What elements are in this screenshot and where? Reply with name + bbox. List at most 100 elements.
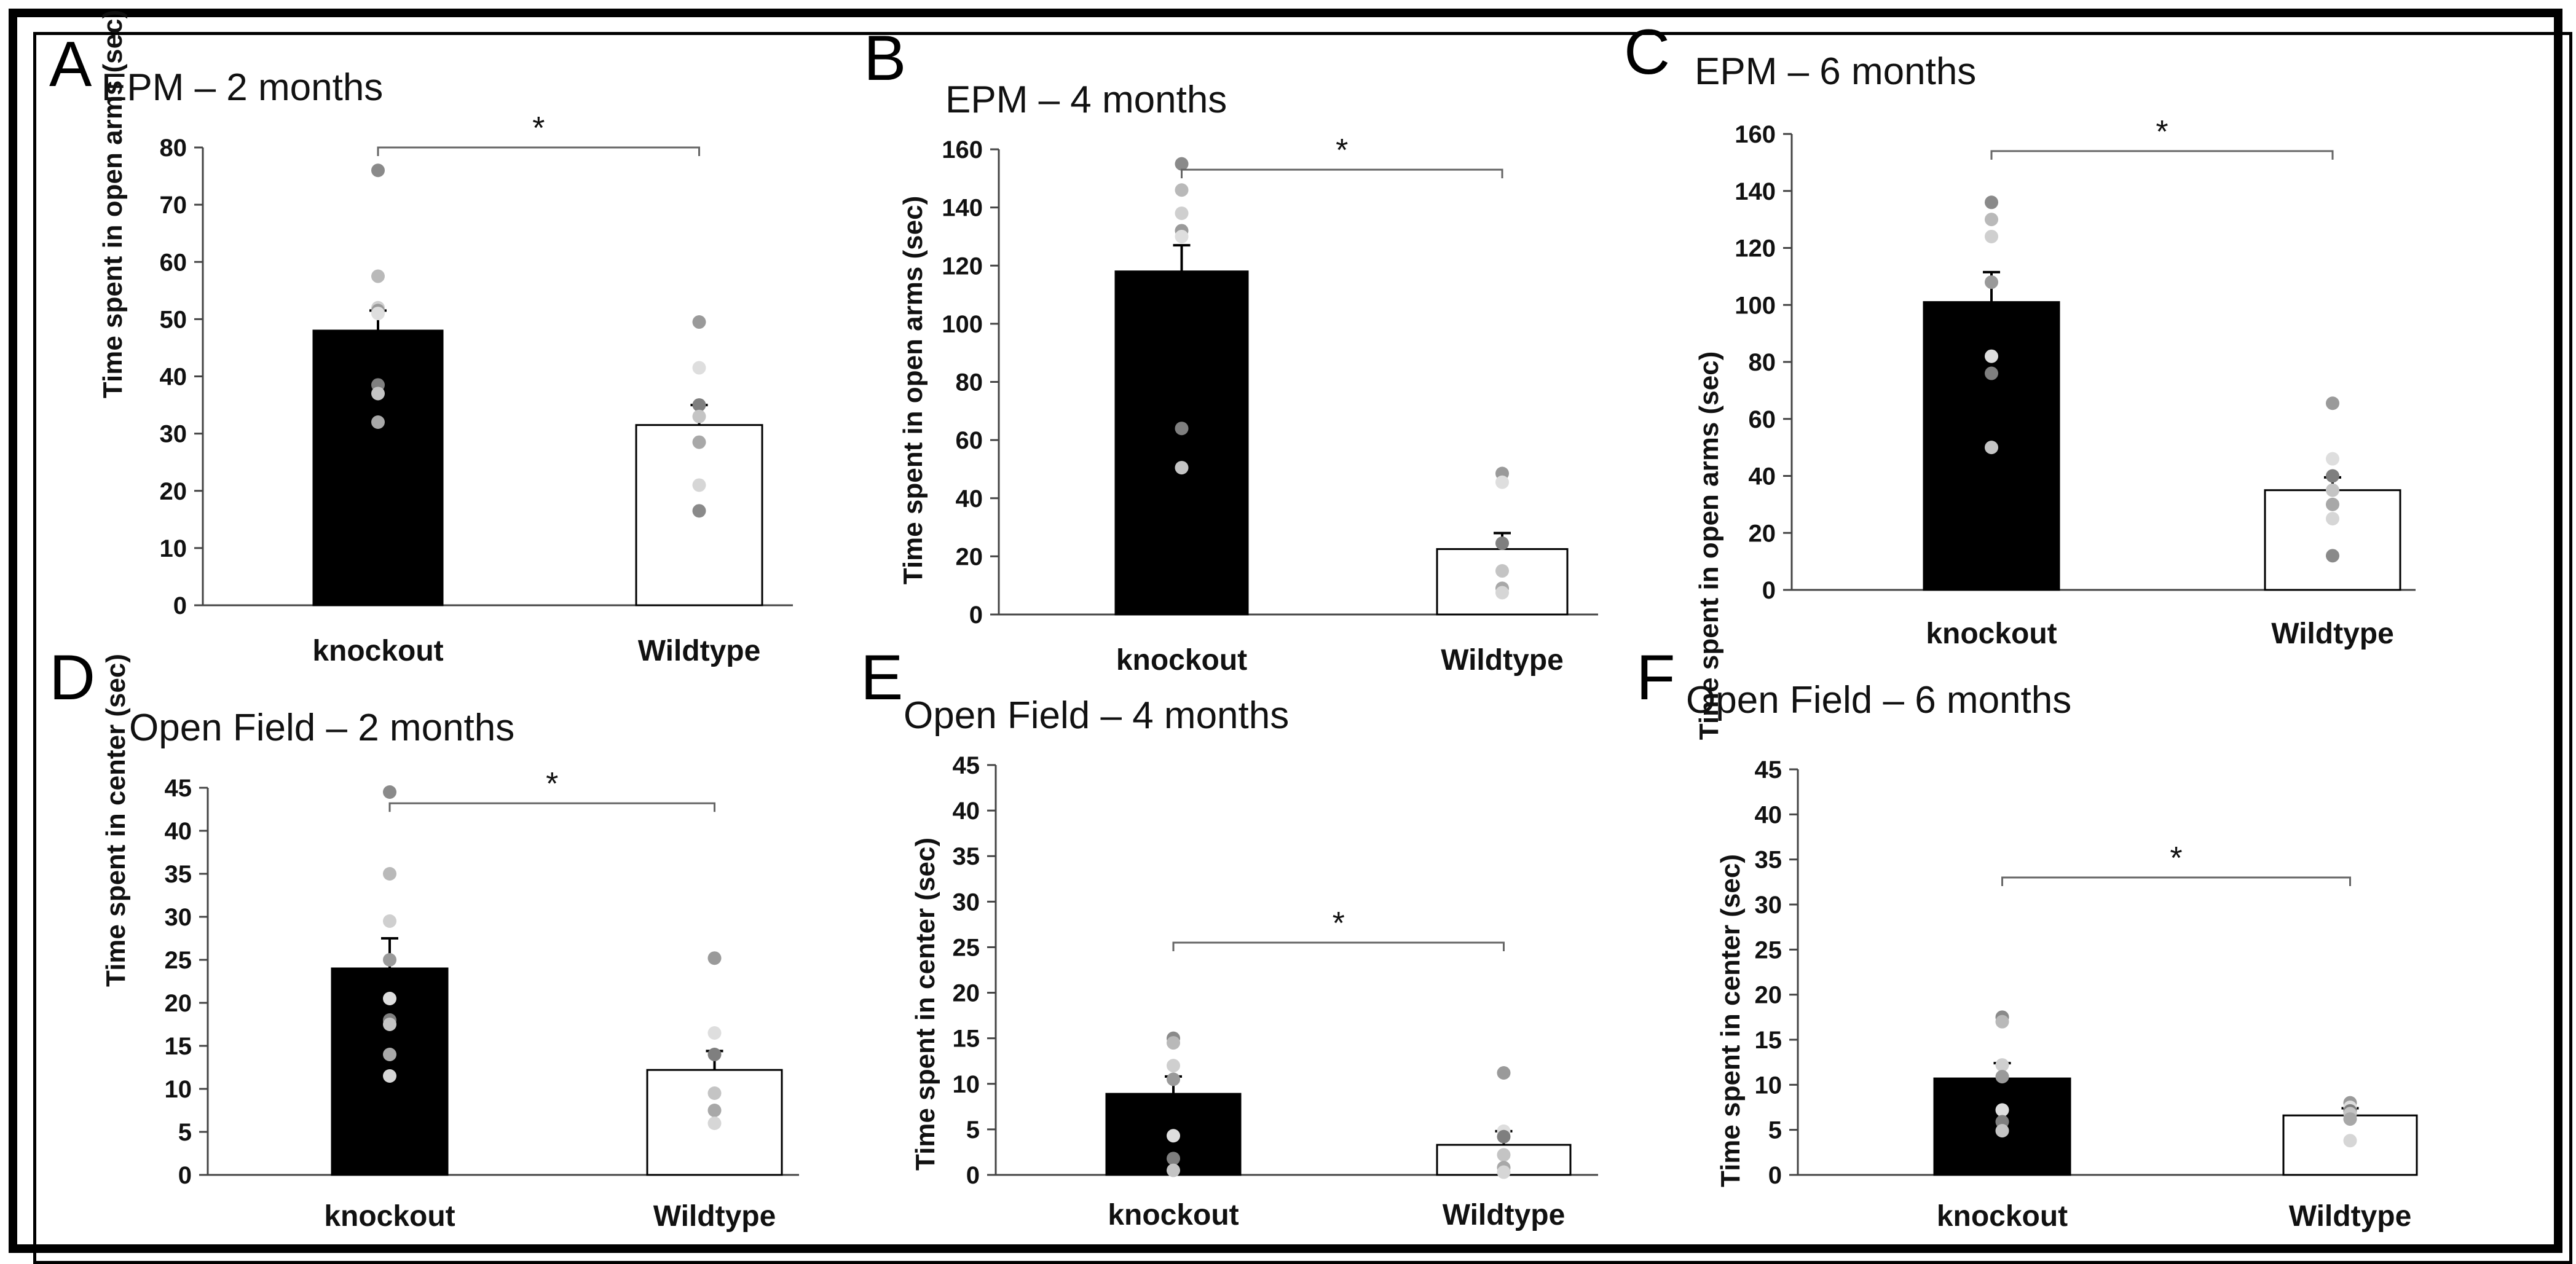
- y-tick-label: 0: [178, 1162, 192, 1189]
- panel-letter: F: [1636, 642, 1676, 713]
- panel-title: EPM – 4 months: [945, 79, 1227, 121]
- y-tick-label: 25: [165, 947, 192, 974]
- data-point-knockout: [1985, 229, 1998, 243]
- data-point-knockout: [371, 269, 385, 283]
- y-tick-label: 20: [160, 478, 187, 505]
- data-point-wildtype: [2326, 512, 2339, 526]
- data-point-knockout: [1175, 461, 1189, 475]
- y-tick-label: 160: [942, 136, 983, 163]
- x-category-label: knockout: [1937, 1200, 2068, 1233]
- data-point-knockout: [1995, 1058, 2009, 1072]
- data-point-wildtype: [692, 398, 706, 412]
- data-point-knockout: [383, 953, 396, 967]
- data-point-wildtype: [1497, 1165, 1511, 1179]
- panel-title: Open Field – 4 months: [904, 694, 1289, 737]
- data-point-knockout: [371, 387, 385, 401]
- y-tick-label: 45: [1755, 756, 1782, 783]
- data-point-wildtype: [707, 1048, 722, 1061]
- y-axis-label: Time spent in center (sec): [101, 654, 131, 987]
- x-category-label: Wildtype: [638, 635, 761, 667]
- panel-title: Open Field – 6 months: [1686, 679, 2071, 721]
- data-point-knockout: [1985, 441, 1998, 455]
- y-axis-label: Time spent in open arms (sec): [1694, 351, 1724, 740]
- data-point-wildtype: [1495, 564, 1509, 578]
- data-point-wildtype: [1495, 536, 1509, 551]
- data-point-knockout: [1175, 157, 1189, 171]
- data-point-knockout: [371, 307, 385, 321]
- y-tick-label: 35: [1755, 847, 1782, 874]
- y-tick-label: 10: [165, 1076, 192, 1103]
- y-tick-label: 160: [1735, 121, 1776, 148]
- y-tick-label: 140: [1735, 178, 1776, 205]
- significance-bracket: [377, 146, 700, 156]
- data-point-knockout: [383, 914, 396, 928]
- data-point-knockout: [383, 1018, 396, 1031]
- data-point-knockout: [383, 1048, 396, 1061]
- data-point-wildtype: [2343, 1134, 2357, 1148]
- data-point-knockout: [1995, 1015, 2009, 1029]
- significance-star: *: [2170, 841, 2182, 876]
- y-tick-label: 80: [1749, 349, 1776, 376]
- y-tick-label: 0: [969, 602, 983, 629]
- y-tick-label: 15: [165, 1033, 192, 1060]
- y-tick-label: 30: [165, 904, 192, 931]
- significance-star: *: [1336, 133, 1348, 168]
- y-tick-label: 80: [160, 135, 187, 162]
- data-point-knockout: [383, 867, 396, 881]
- y-tick-label: 10: [953, 1071, 980, 1098]
- y-tick-label: 30: [160, 421, 187, 448]
- panel-f: F Open Field – 6 months Time spent in cent…: [1636, 642, 2418, 1233]
- x-category-label: Wildtype: [1441, 644, 1564, 677]
- significance-star: *: [532, 111, 545, 146]
- y-tick-label: 30: [953, 889, 980, 916]
- data-point-knockout: [1995, 1103, 2009, 1117]
- y-tick-label: 40: [1749, 463, 1776, 490]
- y-tick-label: 100: [942, 311, 983, 338]
- data-point-knockout: [1175, 422, 1189, 436]
- y-tick-label: 40: [165, 818, 192, 845]
- y-tick-label: 10: [1755, 1072, 1782, 1099]
- y-tick-label: 60: [160, 249, 187, 276]
- data-point-knockout: [1167, 1072, 1180, 1086]
- data-point-wildtype: [2326, 396, 2339, 410]
- y-axis-label: Time spent in center (sec): [1715, 854, 1746, 1187]
- panel-letter: B: [864, 23, 906, 94]
- y-tick-label: 20: [1749, 520, 1776, 547]
- data-point-wildtype: [1495, 475, 1509, 489]
- y-tick-label: 45: [165, 775, 192, 802]
- data-point-knockout: [1985, 275, 1998, 289]
- data-point-knockout: [1995, 1070, 2009, 1084]
- data-point-knockout: [371, 415, 385, 429]
- data-point-knockout: [383, 1069, 396, 1083]
- bar-knockout: [312, 329, 444, 606]
- data-point-wildtype: [692, 478, 706, 492]
- panel-title: EPM – 6 months: [1695, 50, 1976, 93]
- y-tick-label: 140: [942, 195, 983, 222]
- y-tick-label: 60: [1749, 406, 1776, 433]
- x-category-label: Wildtype: [2289, 1200, 2412, 1233]
- y-tick-label: 100: [1735, 292, 1776, 319]
- data-point-knockout: [1167, 1163, 1180, 1177]
- y-tick-label: 25: [1755, 936, 1782, 964]
- panel-letter: C: [1624, 17, 1670, 88]
- y-tick-label: 35: [165, 861, 192, 888]
- y-axis-label: Time spent in open arms (sec): [98, 10, 128, 398]
- data-point-knockout: [1175, 229, 1189, 243]
- x-category-label: knockout: [1926, 618, 2057, 650]
- y-axis-label: Time spent in center (sec): [910, 838, 940, 1171]
- data-point-knockout: [1175, 206, 1189, 221]
- y-tick-label: 10: [160, 535, 187, 562]
- data-point-knockout: [383, 785, 396, 799]
- y-tick-label: 0: [1768, 1162, 1782, 1189]
- data-point-wildtype: [2343, 1112, 2357, 1126]
- x-category-label: Wildtype: [1443, 1199, 1566, 1231]
- y-tick-label: 40: [160, 364, 187, 391]
- data-point-knockout: [1175, 183, 1189, 197]
- y-tick-label: 40: [956, 485, 983, 512]
- panel-letter: E: [861, 642, 903, 713]
- y-tick-label: 40: [953, 798, 980, 825]
- data-point-wildtype: [2326, 452, 2339, 466]
- data-point-wildtype: [692, 504, 706, 518]
- data-point-knockout: [1167, 1129, 1180, 1143]
- data-point-wildtype: [2326, 469, 2339, 483]
